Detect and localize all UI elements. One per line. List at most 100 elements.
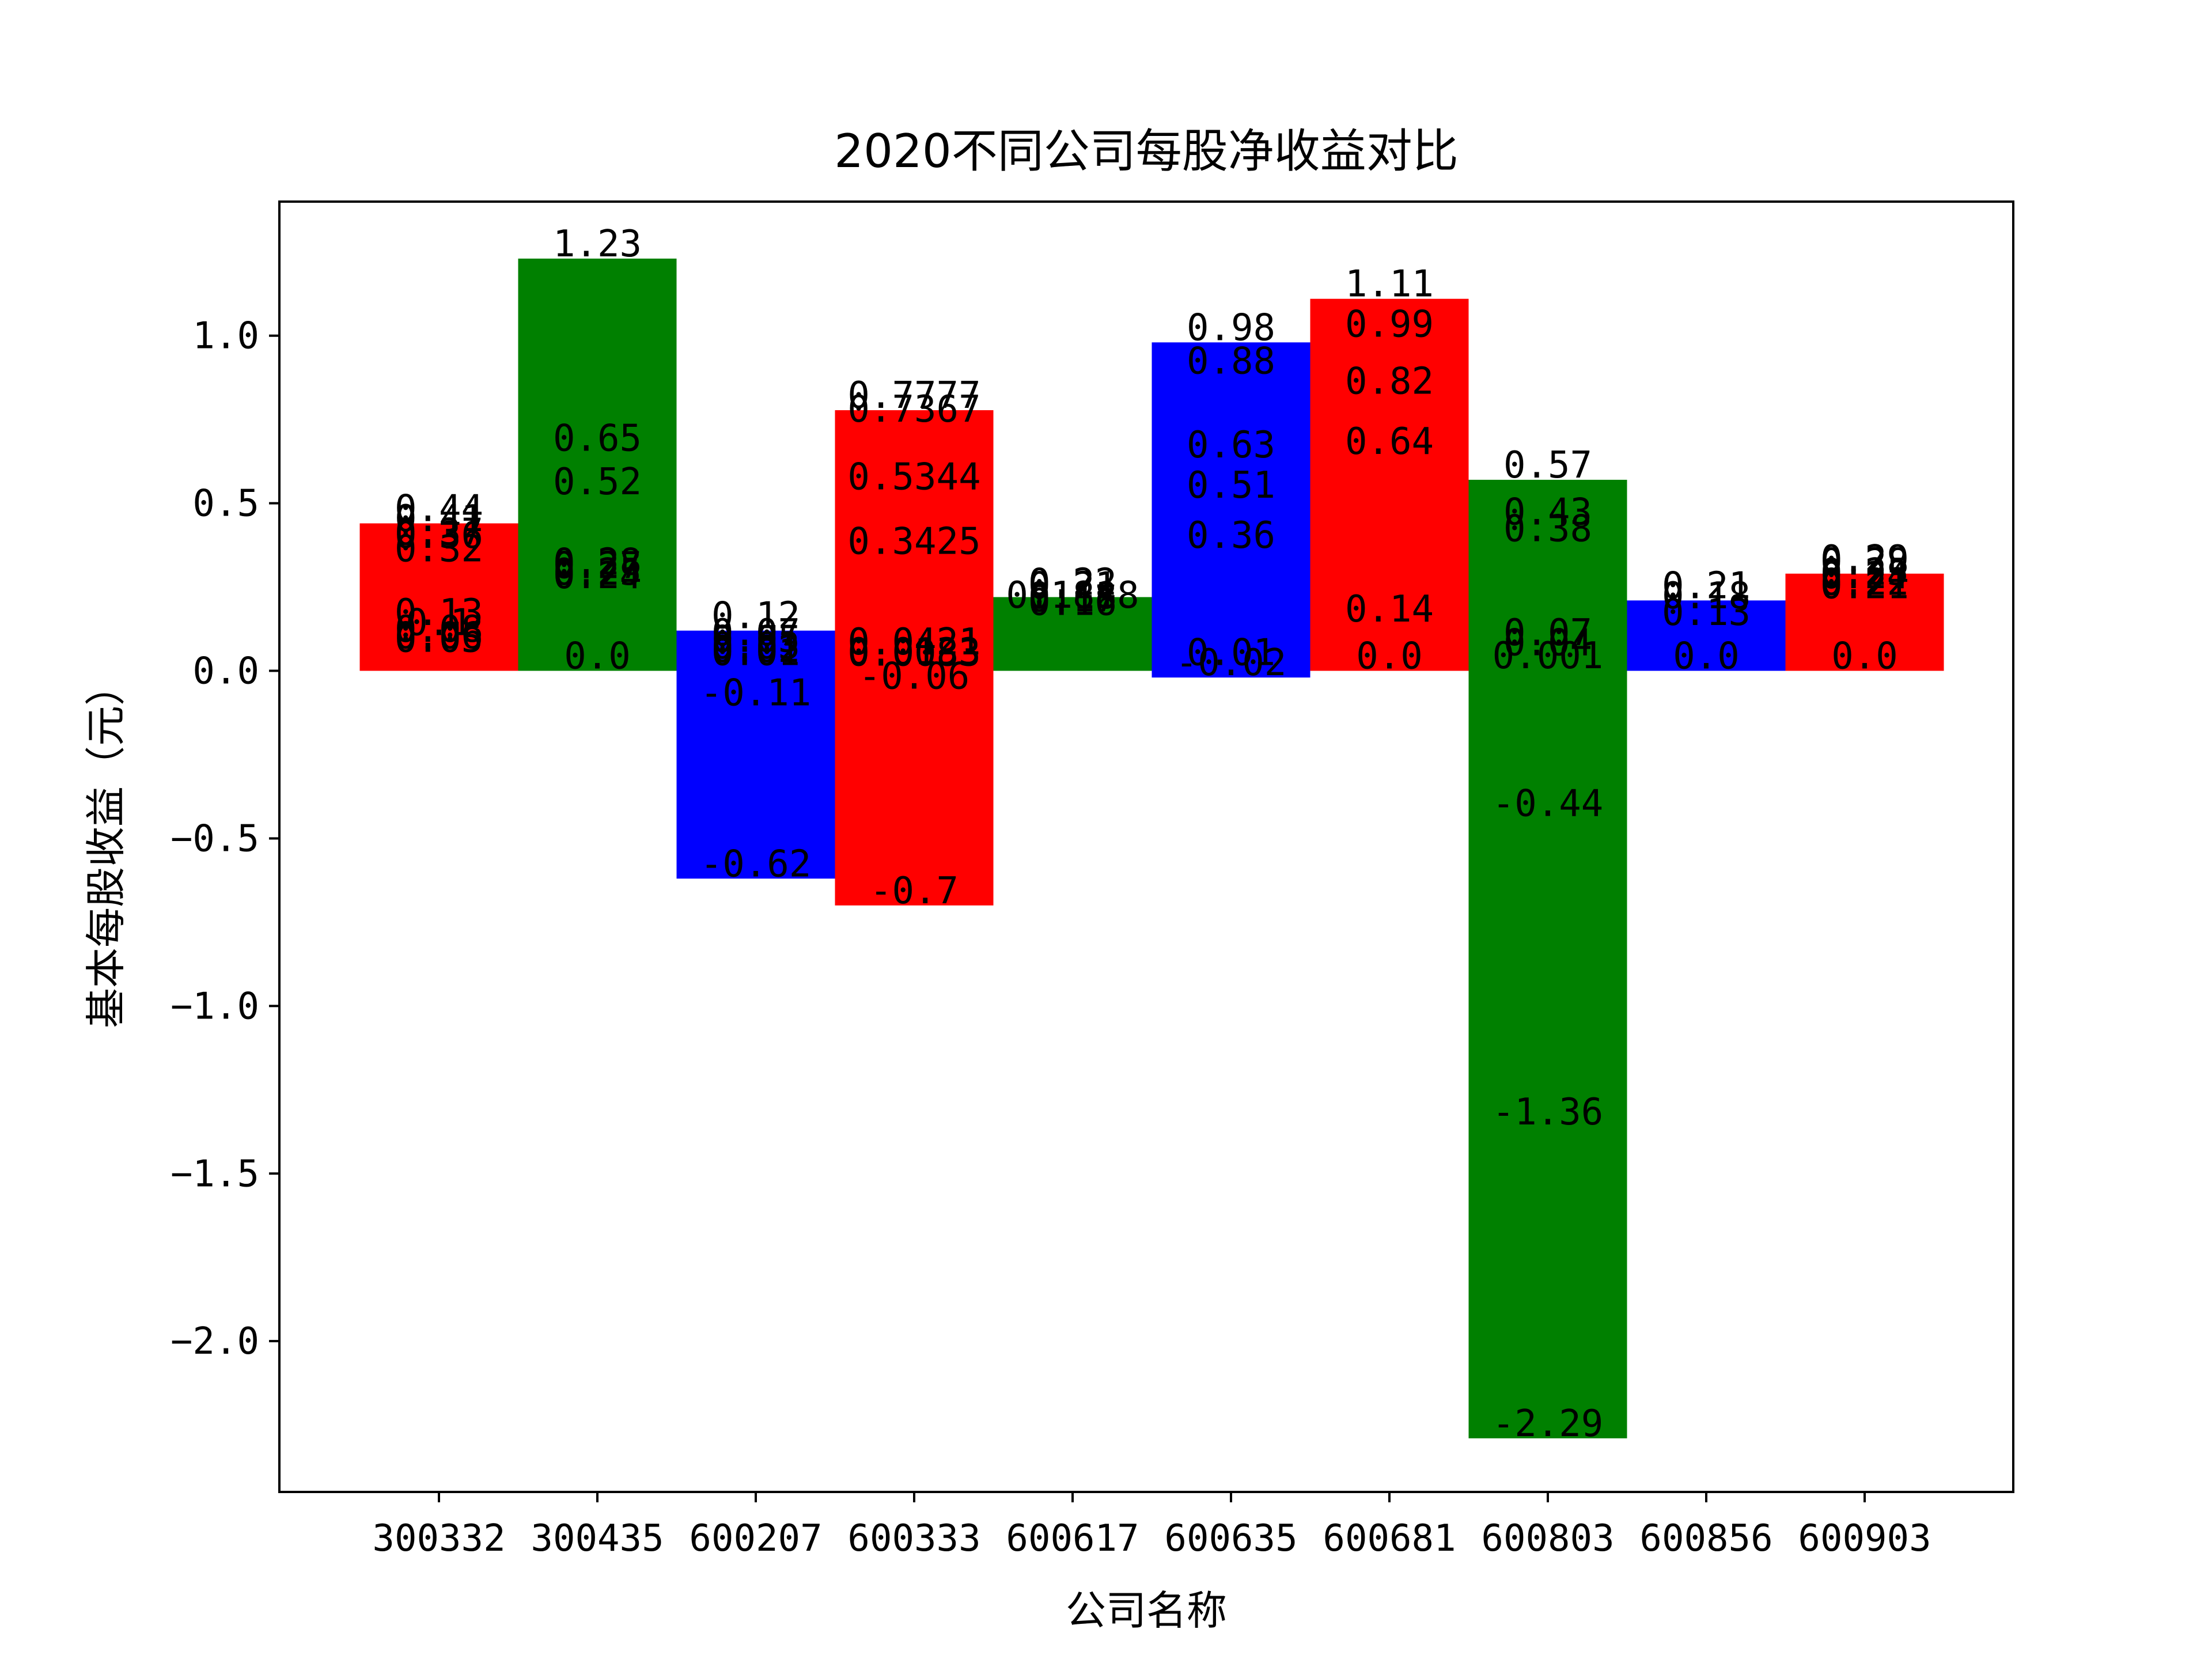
data-label-300435-3: 0.28	[553, 541, 642, 584]
data-label-600617-1: 0.21	[1028, 565, 1117, 607]
bar-600681	[1310, 298, 1469, 671]
data-label-600333-0: 0.7777	[847, 374, 980, 417]
data-label-600803-0: 0.57	[1503, 444, 1592, 487]
data-label-300435-2: 0.52	[553, 461, 642, 503]
data-label-600856-1: 0.18	[1662, 575, 1751, 618]
bar-600617	[993, 597, 1152, 671]
y-axis-label: 基本每股收益（元）	[82, 665, 130, 1028]
data-label-600617-0: 0.22	[1028, 562, 1117, 604]
data-label-600617-3: 0.17	[1028, 578, 1117, 621]
bar-600903	[1785, 573, 1944, 671]
data-label-600903-2: 0.25	[1820, 551, 1909, 594]
data-label-600635-6: -0.02	[1176, 642, 1287, 684]
x-tick-label-300332: 300332	[372, 1517, 505, 1560]
bar-600856	[1627, 600, 1786, 671]
bar-600333	[835, 410, 994, 906]
data-label-600635-4: 0.36	[1187, 514, 1275, 557]
data-label-600903-6: 0.0	[1831, 635, 1898, 678]
chart-title: 2020不同公司每股净收益对比	[834, 124, 1459, 178]
bar-600207	[676, 630, 835, 879]
data-label-300435-0: 1.23	[553, 223, 642, 266]
data-label-600207-6: -0.11	[700, 672, 812, 715]
data-label-600803-4: 0.04	[1503, 622, 1592, 664]
data-label-600333-6: 0.0083	[847, 632, 980, 675]
x-tick-label-300435: 300435	[531, 1517, 664, 1560]
data-label-600903-0: 0.29	[1820, 538, 1909, 581]
data-label-300332-3: 0.36	[395, 514, 483, 557]
data-label-600207-3: 0.03	[711, 625, 800, 668]
data-label-300435-6: 0.24	[553, 555, 642, 597]
data-label-300332-0: 0.44	[395, 488, 483, 531]
data-label-600681-4: 0.14	[1345, 588, 1434, 631]
data-label-300332-4: 0.32	[395, 528, 483, 570]
data-label-600635-2: 0.63	[1187, 424, 1275, 467]
data-label-300332-2: 0.37	[395, 511, 483, 554]
bar-300332	[359, 523, 518, 671]
data-label-300332-9: 0.05	[395, 618, 483, 661]
x-tick-label-600617: 600617	[1006, 1517, 1139, 1560]
bar-600803	[1468, 479, 1627, 1438]
data-label-600803-8: -2.29	[1493, 1403, 1604, 1445]
x-axis-label: 公司名称	[1066, 1587, 1227, 1634]
data-label-300332-7: 0.08	[395, 608, 483, 651]
data-label-600207-0: 0.12	[711, 595, 800, 638]
data-label-600856-0: 0.21	[1662, 565, 1751, 607]
data-label-600803-1: 0.43	[1503, 491, 1592, 533]
x-tick-label-600803: 600803	[1481, 1517, 1614, 1560]
x-tick-label-600681: 600681	[1323, 1517, 1456, 1560]
data-label-600617-2: 0.18	[1028, 575, 1117, 618]
data-label-600207-2: 0.05	[711, 618, 800, 661]
data-label-600207-7: -0.62	[700, 843, 812, 885]
y-tick-label: 0.5	[192, 483, 259, 525]
data-label-600856-3: 0.0	[1673, 635, 1740, 678]
data-label-600207-4: 0.02	[711, 628, 800, 671]
y-tick-label: 0.0	[192, 650, 259, 693]
y-axis: 1.0 0.5 0.0 −0.5 −1.0 −1.5 −2.0	[171, 315, 279, 1363]
data-label-600803-2: 0.38	[1503, 507, 1592, 550]
data-label-600333-7: -0.06	[859, 655, 970, 698]
data-label-300435-7: 0.0	[564, 635, 631, 678]
x-tick-label-600207: 600207	[689, 1517, 822, 1560]
data-label-600903-3: 0.24	[1820, 555, 1909, 597]
data-label-600803-6: -0.44	[1493, 783, 1604, 825]
data-label-600903-5: 0.21	[1820, 565, 1909, 607]
bar-600635	[1152, 342, 1310, 678]
data-label-300332-8: 0.06	[395, 615, 483, 658]
data-label-600681-3: 0.64	[1345, 421, 1434, 463]
data-label-300332-6: 0.1	[406, 601, 472, 644]
data-label-600207-5: 0.01	[711, 632, 800, 675]
data-label-600681-1: 0.99	[1345, 304, 1434, 346]
bar-300435	[518, 258, 677, 671]
data-label-600856-2: 0.13	[1662, 592, 1751, 634]
data-label-600803-7: -1.36	[1493, 1091, 1604, 1134]
data-label-600617-5: 0.1818	[1006, 574, 1139, 617]
data-label-600903-4: 0.22	[1820, 562, 1909, 604]
data-label-600635-5: 0.01	[1187, 632, 1275, 675]
x-tick-label-600856: 600856	[1639, 1517, 1772, 1560]
plot-area-frame	[278, 200, 2014, 1493]
data-label-600333-4: 0.0421	[847, 621, 980, 664]
y-tick-label: −2.0	[171, 1320, 259, 1363]
data-label-600617-4: 0.16	[1028, 581, 1117, 624]
data-label-600333-8: -0.7	[870, 870, 959, 912]
x-axis: 300332 300435 600207 600333 600617 600635 6006…	[372, 1492, 1931, 1560]
data-label-300435-1: 0.65	[553, 417, 642, 460]
data-label-300435-4: 0.27	[553, 544, 642, 587]
data-label-300435-5: 0.25	[553, 551, 642, 594]
data-label-600333-2: 0.5344	[847, 456, 980, 499]
y-tick-label: 1.0	[192, 315, 259, 358]
data-label-600681-0: 1.11	[1345, 263, 1434, 306]
data-label-300332-1: 0.41	[395, 498, 483, 540]
data-label-600635-0: 0.98	[1187, 306, 1275, 349]
data-label-600333-3: 0.3425	[847, 520, 980, 563]
x-tick-label-600333: 600333	[847, 1517, 980, 1560]
y-tick-label: −1.0	[171, 985, 259, 1028]
data-label-600803-3: 0.07	[1503, 612, 1592, 654]
data-label-600333-1: 0.7367	[847, 388, 980, 431]
data-label-600207-1: 0.07	[711, 612, 800, 654]
data-label-600681-2: 0.82	[1345, 360, 1434, 403]
y-tick-label: −0.5	[171, 817, 259, 860]
data-label-600635-3: 0.51	[1187, 464, 1275, 507]
